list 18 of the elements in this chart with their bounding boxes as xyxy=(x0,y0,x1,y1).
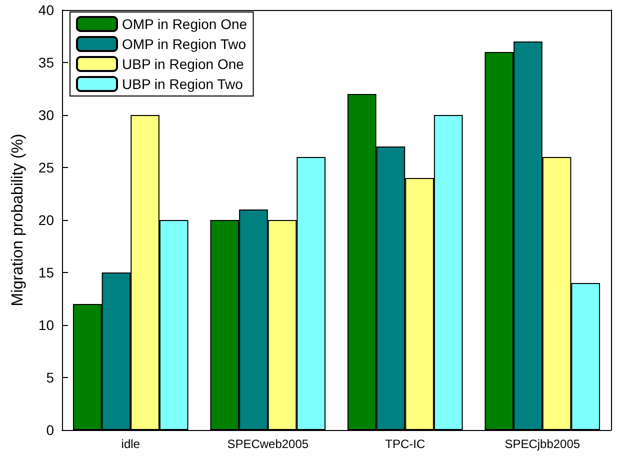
y-tick-label: 30 xyxy=(38,107,54,123)
y-tick-label: 25 xyxy=(38,160,54,176)
x-tick-label: SPECjbb2005 xyxy=(504,437,580,451)
y-tick-label: 35 xyxy=(38,54,54,70)
y-tick-label: 10 xyxy=(38,317,54,333)
x-tick-label: TPC-IC xyxy=(385,437,426,451)
x-tick-label: SPECweb2005 xyxy=(227,437,309,451)
y-tick-label: 0 xyxy=(46,422,54,438)
y-tick-label: 40 xyxy=(38,2,54,18)
legend-label: OMP in Region Two xyxy=(122,36,246,52)
y-tick-label: 5 xyxy=(46,370,54,386)
y-tick-label: 15 xyxy=(38,264,54,280)
x-tick-label: idle xyxy=(121,437,140,451)
legend-label: OMP in Region One xyxy=(122,16,248,32)
legend-label: UBP in Region One xyxy=(122,56,244,72)
y-tick-label: 20 xyxy=(38,212,54,228)
y-axis-title: Migration probability (%) xyxy=(10,134,26,306)
legend-label: UBP in Region Two xyxy=(122,76,244,92)
